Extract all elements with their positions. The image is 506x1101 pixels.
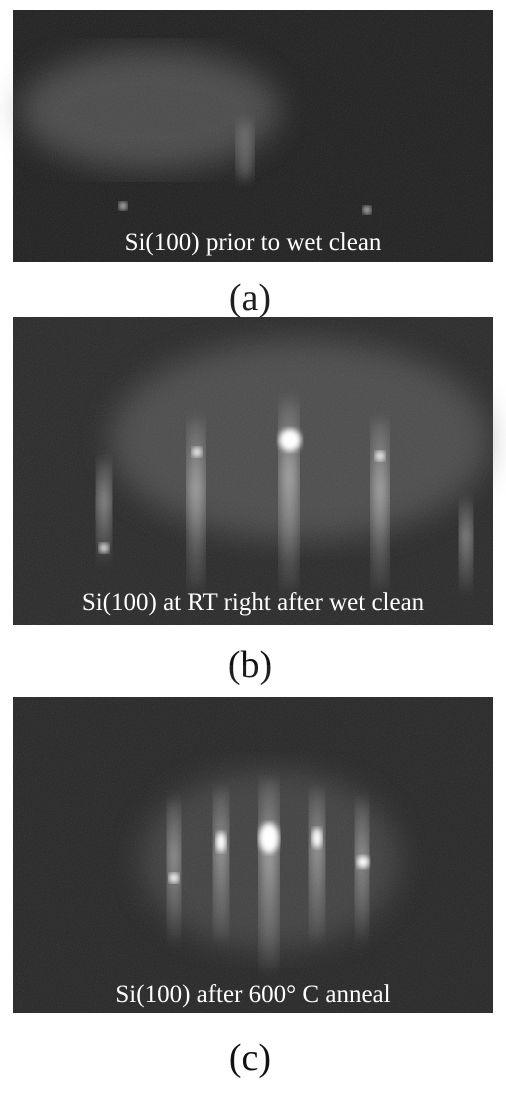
image-noise [13,697,493,1013]
panel-label: (a) [229,277,271,319]
page: Si(100) prior to wet clean (a) Si(100) a… [0,0,506,1101]
panel-b: Si(100) at RT right after wet clean (b) [13,317,493,686]
panel-a: Si(100) prior to wet clean (a) [13,10,493,319]
figure: Si(100) prior to wet clean (a) Si(100) a… [0,0,506,1101]
panel-caption: Si(100) at RT right after wet clean [82,589,425,616]
panel-label: (b) [228,644,272,686]
image-noise [13,317,493,625]
panel-caption: Si(100) after 600° C anneal [115,981,390,1008]
panel-c: Si(100) after 600° C anneal (c) [13,697,493,1079]
image-noise [13,10,493,262]
panel-caption: Si(100) prior to wet clean [125,229,382,256]
panel-label: (c) [229,1037,271,1079]
